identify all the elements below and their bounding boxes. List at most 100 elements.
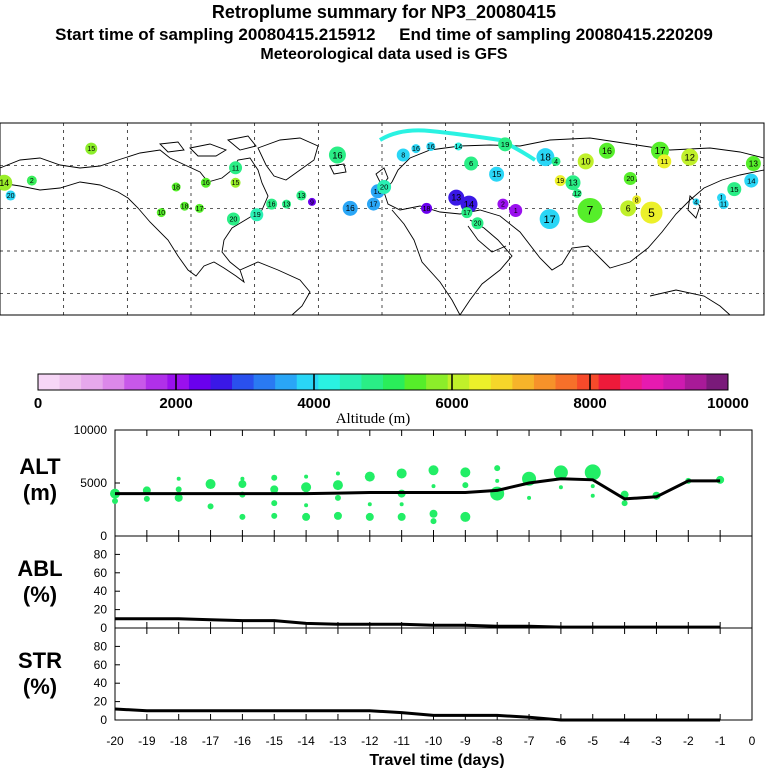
plume-marker xyxy=(681,148,699,166)
colorbar-swatch xyxy=(339,374,362,390)
plume-marker xyxy=(226,212,240,226)
plume-marker xyxy=(85,142,98,155)
colorbar-swatch xyxy=(533,374,556,390)
cluster-point xyxy=(431,484,436,489)
plume-day-label: 4 xyxy=(554,159,558,166)
plume-marker xyxy=(377,180,392,194)
panel-label: ABL xyxy=(17,556,62,581)
cluster-point xyxy=(365,512,374,521)
plume-day-label: 17 xyxy=(544,214,556,226)
colorbar-swatch xyxy=(447,374,470,390)
cluster-point xyxy=(621,500,628,507)
plume-marker xyxy=(464,156,479,171)
plume-day-label: 12 xyxy=(685,152,695,162)
cluster-point xyxy=(302,512,311,521)
plume-marker xyxy=(551,156,561,166)
cluster-point xyxy=(462,482,469,489)
x-tick-label: -8 xyxy=(492,734,503,748)
plume-marker xyxy=(171,182,181,192)
plume-day-label: 16 xyxy=(602,146,612,156)
y-tick-label: 80 xyxy=(94,547,108,561)
cluster-point xyxy=(396,468,407,479)
panel-unit: (%) xyxy=(23,582,57,607)
plume-day-label: 15 xyxy=(492,170,502,179)
panel-label: STR xyxy=(18,648,62,673)
panel-label: ALT xyxy=(19,454,61,479)
colorbar-swatch xyxy=(145,374,168,390)
plume-day-label: 13 xyxy=(749,159,759,168)
plume-day-label: 17 xyxy=(655,146,666,157)
plume-marker xyxy=(572,188,582,198)
cluster-point xyxy=(271,500,278,507)
plume-day-label: 16 xyxy=(373,187,382,196)
plume-marker xyxy=(598,142,615,159)
cluster-point xyxy=(207,503,214,510)
plume-day-label: 16 xyxy=(427,144,435,151)
cluster-point xyxy=(428,465,439,476)
plume-day-label: 4 xyxy=(694,199,698,206)
plume-track-line xyxy=(378,128,537,162)
plume-day-label: 2 xyxy=(501,202,505,209)
x-tick-label: 0 xyxy=(749,734,756,748)
cluster-point xyxy=(238,480,247,489)
plume-day-label: 11 xyxy=(660,157,668,166)
cluster-point xyxy=(334,494,341,501)
plume-day-label: 15 xyxy=(87,146,95,153)
plume-marker xyxy=(250,208,264,222)
cluster-point xyxy=(558,485,563,490)
plume-marker xyxy=(0,174,13,191)
y-tick-label: 80 xyxy=(94,639,108,653)
plume-marker xyxy=(156,208,166,218)
plume-day-label: 2 xyxy=(30,178,34,185)
colorbar-swatch xyxy=(663,374,686,390)
plume-marker xyxy=(229,161,243,175)
cluster-point xyxy=(304,474,309,479)
plume-marker xyxy=(539,209,560,229)
series-line xyxy=(114,707,721,722)
x-tick-label: -7 xyxy=(524,734,535,748)
cluster-point xyxy=(301,482,312,493)
y-tick-label: 5000 xyxy=(80,476,107,490)
x-tick-label: -4 xyxy=(619,734,630,748)
plume-day-label: 5 xyxy=(648,206,655,220)
plume-day-label: 12 xyxy=(573,191,581,198)
plume-marker xyxy=(577,153,594,170)
colorbar-tick-label: 10000 xyxy=(707,395,749,412)
cluster-point xyxy=(590,493,595,498)
series-line xyxy=(115,617,721,629)
plume-day-label: 20 xyxy=(626,175,634,183)
plume-day-label: 8 xyxy=(635,197,639,204)
y-tick-label: 60 xyxy=(94,566,108,580)
y-tick-label: 40 xyxy=(94,584,108,598)
plume-day-label: 13 xyxy=(283,202,291,209)
sampling-times: Start time of sampling 20080415.215912 E… xyxy=(55,25,713,44)
plume-day-label: 14 xyxy=(747,176,756,185)
plume-marker xyxy=(727,182,742,197)
map-frame xyxy=(0,122,765,316)
x-tick-label: -3 xyxy=(651,734,662,748)
cluster-point xyxy=(175,486,182,493)
colorbar-swatch xyxy=(598,374,621,390)
cluster-point xyxy=(460,511,471,522)
x-tick-label: -17 xyxy=(202,734,220,748)
cluster-point xyxy=(271,474,278,481)
plume-day-label: 18 xyxy=(172,184,180,191)
colorbar-swatch xyxy=(253,374,276,390)
x-tick-label: -9 xyxy=(460,734,471,748)
colorbar-swatch xyxy=(275,374,298,390)
plume-day-label: 10 xyxy=(157,210,165,217)
plume-marker xyxy=(328,146,346,164)
colorbar-swatch xyxy=(102,374,125,390)
plume-marker xyxy=(623,171,637,185)
plume-marker xyxy=(411,144,421,154)
plume-marker xyxy=(536,148,555,167)
x-tick-label: -10 xyxy=(425,734,443,748)
plume-marker xyxy=(565,175,581,191)
plume-day-label: 18 xyxy=(181,204,189,211)
plume-marker xyxy=(266,198,278,210)
plume-day-label: 20 xyxy=(380,183,389,192)
cluster-point xyxy=(335,471,340,476)
